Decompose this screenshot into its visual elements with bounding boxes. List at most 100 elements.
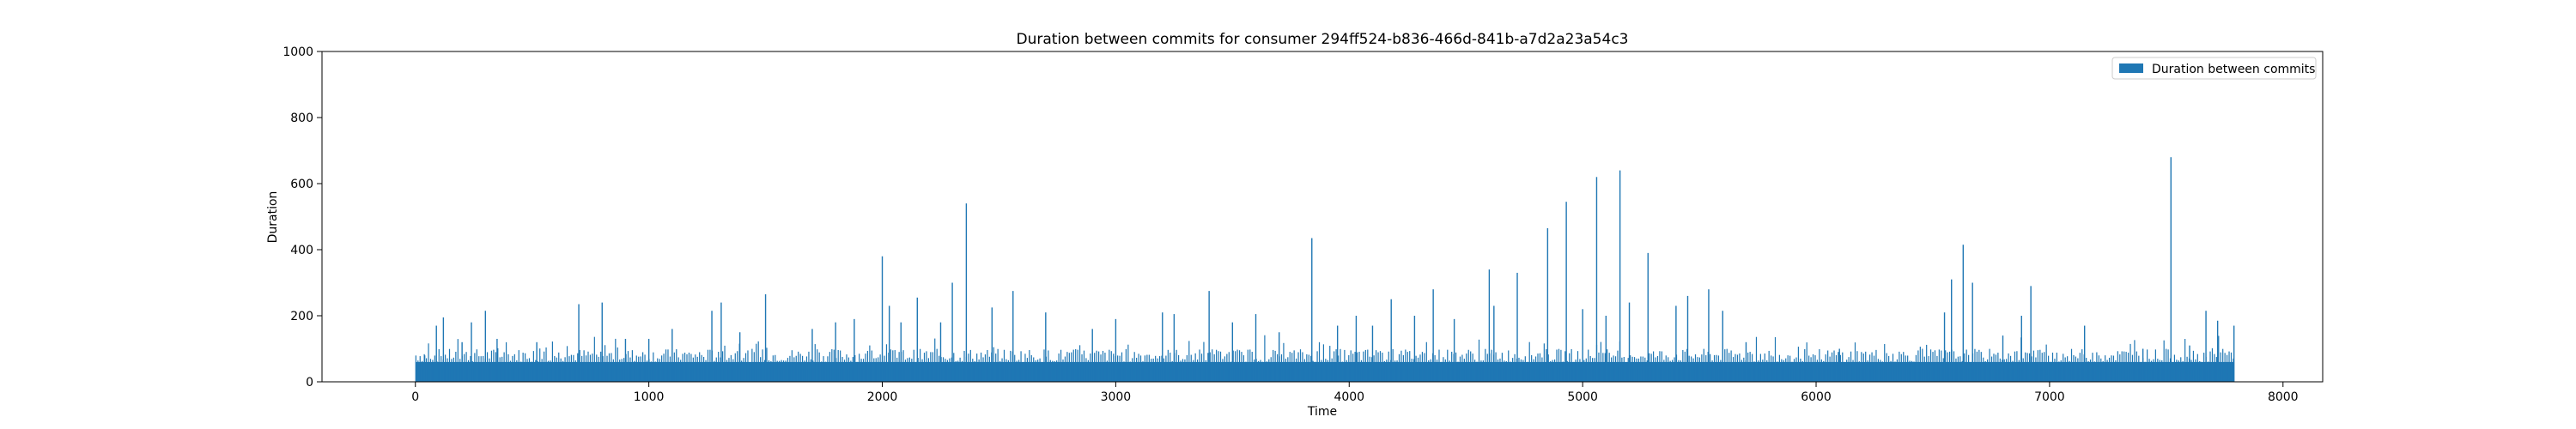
- bar: [1453, 318, 1455, 382]
- bar: [601, 302, 603, 382]
- bar: [1364, 349, 1366, 382]
- bar: [881, 256, 884, 382]
- bar: [1413, 316, 1416, 382]
- bar: [1138, 353, 1139, 382]
- bar: [1242, 355, 1245, 382]
- bar: [1062, 360, 1064, 382]
- bar: [1425, 341, 1427, 382]
- bar: [2214, 353, 2215, 382]
- bar: [1132, 358, 1133, 382]
- bar: [432, 360, 434, 382]
- bar: [2047, 355, 2050, 382]
- bar: [2142, 348, 2144, 382]
- bar: [1753, 361, 1755, 382]
- bar: [1335, 349, 1337, 382]
- bar: [801, 355, 804, 382]
- bar: [680, 360, 682, 382]
- bar: [1923, 356, 1925, 382]
- bar: [993, 347, 994, 382]
- bar: [1350, 350, 1352, 382]
- bar: [1743, 357, 1745, 382]
- bar: [1819, 348, 1820, 382]
- bar: [2060, 360, 2062, 382]
- bar: [1121, 352, 1123, 382]
- bar: [442, 317, 445, 382]
- bar: [1193, 360, 1194, 382]
- bar: [654, 361, 656, 382]
- bar: [1945, 350, 1947, 382]
- bar: [1091, 329, 1093, 382]
- bar: [1432, 289, 1434, 382]
- bar: [683, 353, 686, 382]
- bars-baseline: [415, 361, 2234, 382]
- bar: [2089, 360, 2092, 382]
- bar: [663, 353, 665, 382]
- bar: [1142, 361, 1144, 382]
- bar: [434, 355, 435, 382]
- bar: [741, 360, 743, 382]
- bar: [496, 338, 498, 382]
- bar: [959, 357, 961, 382]
- bar: [2199, 360, 2201, 382]
- bar: [829, 352, 830, 382]
- bar: [419, 356, 421, 382]
- bar: [1726, 348, 1728, 382]
- bar: [1694, 353, 1697, 382]
- bar: [1808, 355, 1810, 382]
- bar: [961, 360, 963, 382]
- bar: [635, 355, 637, 382]
- bar: [873, 358, 875, 382]
- bar: [785, 360, 787, 382]
- x-tick-label: 2000: [867, 390, 898, 404]
- bar: [589, 354, 592, 382]
- bar: [1602, 353, 1604, 382]
- bar: [560, 358, 562, 382]
- bar: [720, 357, 721, 382]
- bar: [2182, 361, 2184, 382]
- bar: [665, 349, 667, 382]
- bar: [2008, 353, 2009, 382]
- bar: [1604, 353, 1606, 382]
- bar: [1993, 353, 1995, 382]
- bar: [522, 353, 524, 382]
- bar: [1633, 357, 1636, 382]
- bar: [1125, 348, 1127, 382]
- bar: [2224, 353, 2226, 382]
- bar: [547, 360, 550, 382]
- bar: [795, 355, 797, 382]
- bar: [1177, 354, 1180, 382]
- bar: [631, 350, 633, 382]
- bar: [1097, 351, 1100, 382]
- bar: [1625, 361, 1627, 382]
- bar: [1562, 361, 1564, 382]
- bar: [1684, 351, 1686, 382]
- bar: [915, 361, 917, 382]
- bar: [747, 350, 749, 382]
- bar: [1325, 359, 1327, 382]
- bar: [1209, 352, 1211, 382]
- bar: [1665, 355, 1667, 382]
- bar: [457, 339, 459, 382]
- bar: [837, 349, 839, 382]
- bar: [1081, 353, 1083, 382]
- bars-group: [415, 157, 2235, 382]
- bar: [722, 351, 724, 382]
- bar: [1029, 350, 1030, 382]
- bar: [2087, 361, 2089, 382]
- bar: [2170, 157, 2172, 382]
- bar: [1804, 348, 1806, 382]
- bar: [1348, 355, 1350, 382]
- bar: [1745, 341, 1747, 382]
- bar: [688, 352, 690, 382]
- bar: [1800, 358, 1801, 382]
- bar: [2051, 352, 2054, 382]
- bar: [2092, 353, 2093, 382]
- bar: [429, 359, 432, 382]
- bar: [1358, 351, 1360, 382]
- bar: [1739, 353, 1741, 382]
- bar: [824, 361, 827, 382]
- bar: [606, 355, 608, 382]
- bar: [1136, 358, 1138, 382]
- bar: [1020, 351, 1022, 382]
- bar: [779, 360, 781, 382]
